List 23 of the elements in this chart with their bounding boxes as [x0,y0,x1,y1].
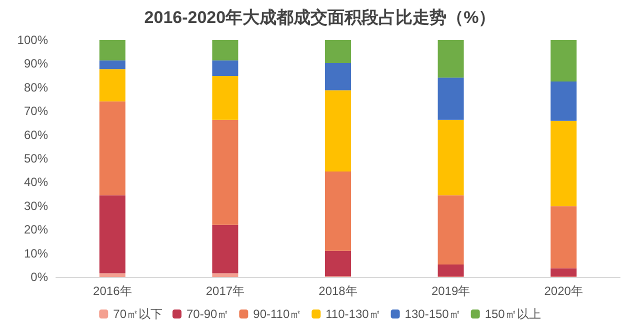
x-tick-label: 2016年 [93,284,132,298]
x-tick-label: 2019年 [431,284,470,298]
y-tick-label: 40% [24,175,48,190]
y-tick-label: 10% [24,246,48,260]
legend-label: 130-150㎡ [404,307,461,321]
y-tick-label: 100% [17,33,48,47]
y-tick-label: 90% [24,56,48,71]
y-tick-label: 50% [24,152,48,166]
legend-label: 70-90㎡ [186,307,230,321]
x-tick-label: 2020年 [544,284,583,298]
y-tick-label: 80% [24,80,48,94]
y-tick-label: 30% [24,198,48,213]
legend-label: 150㎡以上 [484,307,541,321]
y-tick-label: 0% [30,270,48,284]
chart-title: 2016-2020年大成都成交面积段占比走势（%） [144,8,496,27]
y-tick-label: 60% [24,128,48,142]
legend-label: 70㎡以下 [113,307,162,321]
legend-label: 110-130㎡ [326,307,381,321]
y-tick-label: 70% [24,104,48,118]
legend-label: 90-110㎡ [253,307,302,321]
x-tick-label: 2017年 [206,284,245,298]
x-tick-label: 2018年 [318,284,358,298]
y-tick-label: 20% [24,222,48,237]
